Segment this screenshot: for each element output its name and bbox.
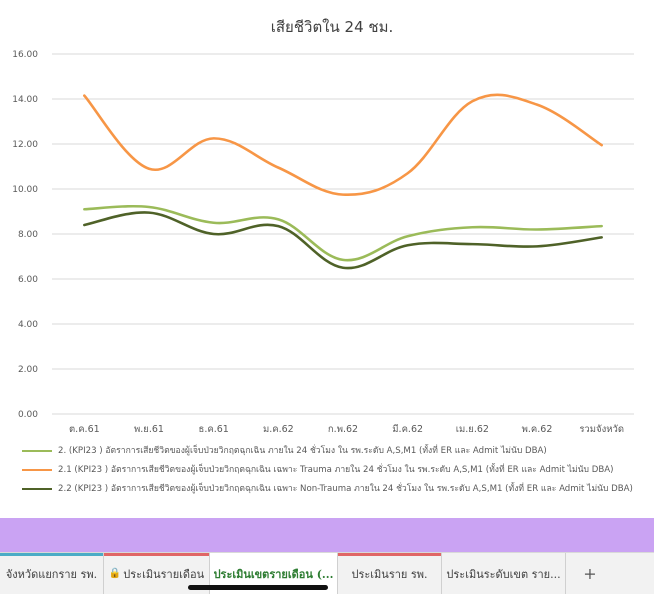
sheet-tab-label: ประเมินเขตรายเดือน (... <box>213 567 334 581</box>
series-line-2 <box>83 93 603 197</box>
y-tick-label: 16.00 <box>12 50 38 60</box>
tab-color-accent <box>0 553 103 556</box>
gridlines <box>52 53 634 415</box>
sheet-tab-label: ประเมินระดับเขต ราย... <box>446 567 561 581</box>
x-tick-label: เม.ย.62 <box>456 424 489 435</box>
sheet-tab-1[interactable]: จังหวัดแยกราย รพ. <box>0 553 104 594</box>
x-tick-label: รวมจังหวัด <box>579 424 624 435</box>
x-tick-label: มี.ค.62 <box>392 423 423 435</box>
sheet-tab-label: จังหวัดแยกราย รพ. <box>5 567 98 581</box>
purple-band <box>0 518 654 552</box>
legend-item: 2.2 (KPI23 ) อัตราการเสียชีวิตของผู้เจ็บ… <box>22 479 642 498</box>
sheet-tab-4[interactable]: ประเมินราย รพ. <box>338 553 442 594</box>
sheet-tab-label: ประเมินราย รพ. <box>351 567 428 581</box>
chart-area: เสียชีวิตใน 24 ชม. 0.00 2.00 4.00 6.00 8.00 1… <box>12 18 642 498</box>
tab-color-accent <box>338 553 441 556</box>
lock-icon: 🔒 <box>108 568 122 579</box>
y-tick-label: 14.00 <box>12 95 38 105</box>
x-tick-label: ก.พ.62 <box>328 424 358 435</box>
y-tick-label: 2.00 <box>18 365 38 375</box>
y-tick-label: 0.00 <box>18 410 38 420</box>
add-sheet-button[interactable]: + <box>583 564 597 583</box>
legend-swatch <box>22 487 52 490</box>
x-tick-label: ต.ค.61 <box>69 424 100 435</box>
legend-item: 2. (KPI23 ) อัตราการเสียชีวิตของผู้เจ็บป… <box>22 441 642 460</box>
x-axis-ticks: ต.ค.61 พ.ย.61 ธ.ค.61 ม.ค.62 ก.พ.62 มี.ค.62 เม.… <box>69 423 624 435</box>
y-tick-label: 10.00 <box>12 185 38 195</box>
series-line-1 <box>83 204 603 262</box>
y-tick-label: 12.00 <box>12 140 38 150</box>
y-tick-label: 6.00 <box>18 275 38 285</box>
series-line-3 <box>83 211 603 270</box>
sheet-tab-label: ประเมินรายเดือน <box>123 567 205 581</box>
home-indicator <box>188 585 328 590</box>
x-tick-label: ม.ค.62 <box>263 424 294 435</box>
sheet-tab-2[interactable]: 🔒 ประเมินรายเดือน <box>104 553 210 594</box>
x-tick-label: พ.ย.61 <box>134 424 164 435</box>
x-tick-label: ธ.ค.61 <box>199 424 229 435</box>
sheet-tab-5[interactable]: ประเมินระดับเขต ราย... <box>442 553 566 594</box>
y-tick-label: 4.00 <box>18 320 38 330</box>
tab-color-accent <box>104 553 209 556</box>
legend-label: 2.2 (KPI23 ) อัตราการเสียชีวิตของผู้เจ็บ… <box>58 483 633 494</box>
series-lines <box>83 93 603 270</box>
x-tick-label: พ.ค.62 <box>522 424 553 435</box>
chart-title: เสียชีวิตใน 24 ชม. <box>271 18 393 36</box>
legend-label: 2. (KPI23 ) อัตราการเสียชีวิตของผู้เจ็บป… <box>58 445 547 456</box>
legend-item: 2.1 (KPI23 ) อัตราการเสียชีวิตของผู้เจ็บ… <box>22 460 642 479</box>
legend: 2. (KPI23 ) อัตราการเสียชีวิตของผู้เจ็บป… <box>22 441 642 498</box>
y-axis-ticks: 0.00 2.00 4.00 6.00 8.00 10.00 12.00 14.00 16.00 <box>12 50 38 420</box>
legend-swatch <box>22 468 52 471</box>
legend-swatch <box>22 449 52 452</box>
line-chart: เสียชีวิตใน 24 ชม. 0.00 2.00 4.00 6.00 8.00 1… <box>12 18 634 435</box>
y-tick-label: 8.00 <box>18 230 38 240</box>
legend-label: 2.1 (KPI23 ) อัตราการเสียชีวิตของผู้เจ็บ… <box>58 464 614 475</box>
